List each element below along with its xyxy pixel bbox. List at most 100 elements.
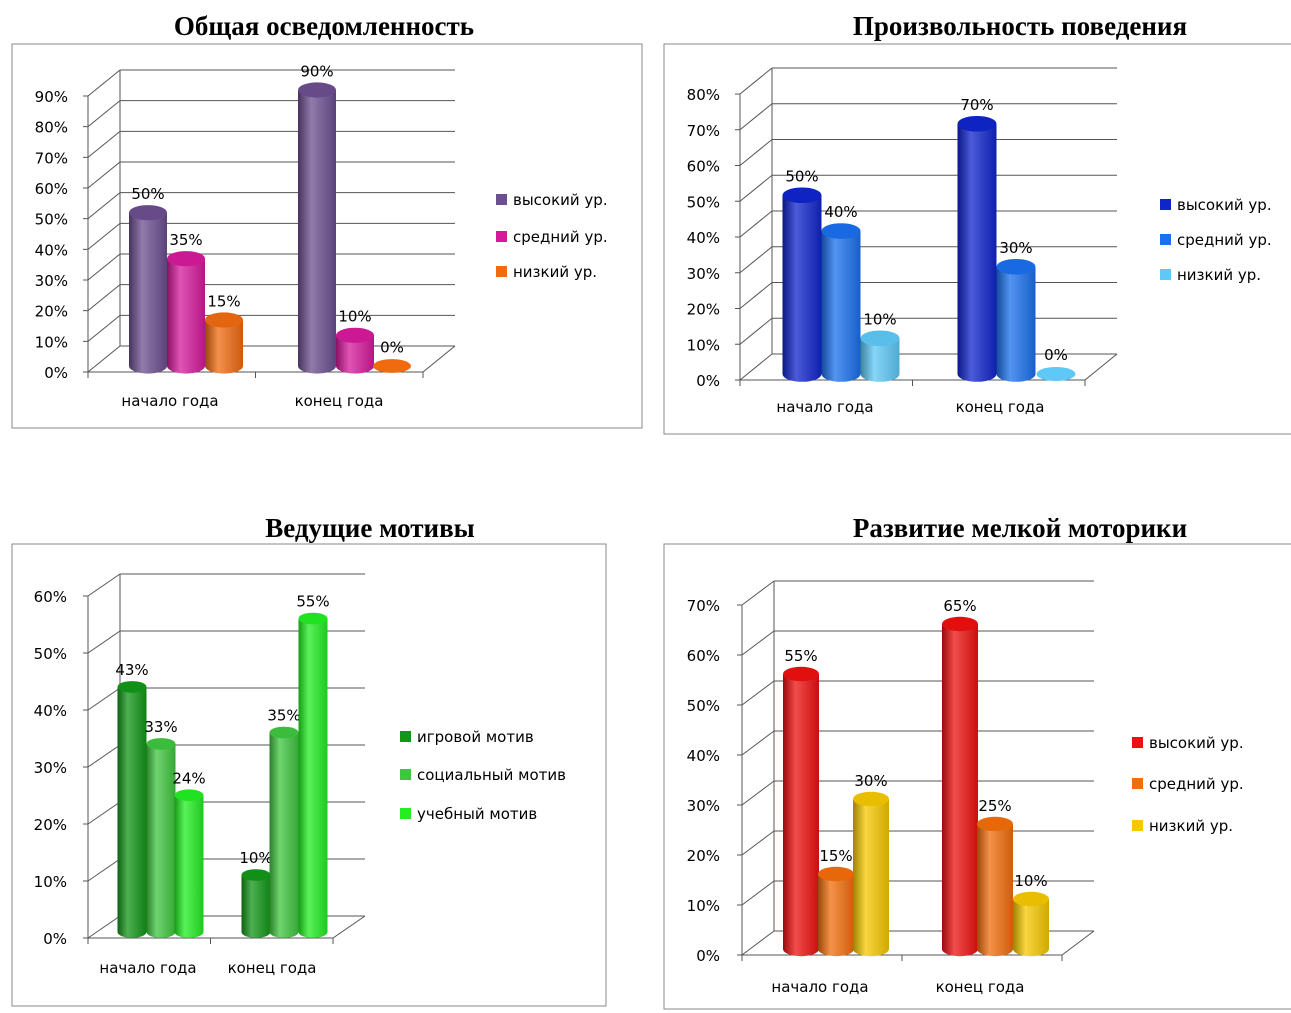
bar-top — [977, 816, 1013, 832]
side-grid-line — [739, 174, 773, 202]
bar-body — [818, 874, 854, 957]
y-tick-label: 60% — [687, 647, 720, 665]
side-grid-line — [739, 353, 773, 381]
legend-swatch — [496, 194, 507, 205]
y-tick-label: 30% — [34, 759, 67, 777]
side-grid-line — [87, 687, 121, 711]
legend-label: низкий ур. — [1177, 266, 1261, 284]
bar-body — [942, 624, 978, 957]
side-grid-line — [87, 284, 121, 312]
x-tick-label: конец года — [295, 392, 384, 410]
legend-label: средний ур. — [513, 228, 608, 246]
bar-0-1 — [167, 251, 205, 374]
bar-1-2 — [298, 612, 328, 938]
bar-body — [205, 320, 243, 374]
data-label: 65% — [943, 597, 976, 615]
legend-label: низкий ур. — [1149, 817, 1233, 835]
chart-title-general-awareness: Общая осведомленность — [173, 11, 475, 41]
y-tick-label: 20% — [687, 301, 720, 319]
y-tick-label: 10% — [687, 336, 720, 354]
x-axis — [87, 345, 456, 378]
data-label: 43% — [115, 661, 148, 679]
bar-body — [957, 123, 997, 382]
side-grid-line — [741, 780, 775, 806]
bar-top — [117, 681, 147, 693]
bar-top — [1013, 891, 1049, 907]
bar-1-2 — [1036, 366, 1076, 382]
chart-title-fine-motor: Развитие мелкой моторики — [852, 513, 1188, 543]
x-tick-label: начало года — [121, 392, 218, 410]
bar-body — [860, 338, 900, 382]
y-tick-label: 50% — [687, 697, 720, 715]
y-tick-label: 80% — [35, 119, 68, 137]
data-label: 15% — [819, 847, 852, 865]
bar-top — [205, 312, 243, 328]
side-grid-line — [741, 730, 775, 756]
y-tick-label: 20% — [35, 303, 68, 321]
bar-body — [167, 258, 205, 374]
side-grid-line — [741, 880, 775, 906]
legend-label: высокий ур. — [1149, 734, 1244, 752]
data-label: 10% — [239, 849, 272, 867]
bar-1-0 — [298, 82, 336, 374]
bar-1-0 — [957, 115, 997, 382]
bar-1-1 — [977, 816, 1013, 957]
y-tick-label: 50% — [687, 193, 720, 211]
bar-body — [129, 212, 167, 374]
bar-top — [782, 187, 822, 204]
bar-1-1 — [269, 726, 299, 938]
side-grid-line — [741, 930, 775, 956]
bar-flat — [1036, 366, 1076, 382]
y-tick-label: 0% — [43, 930, 67, 948]
data-label: 10% — [338, 308, 371, 326]
side-grid-line — [87, 253, 121, 281]
bar-1-0 — [241, 869, 271, 938]
side-grid-line — [87, 161, 121, 189]
side-grid-line — [87, 858, 121, 882]
bar-top — [821, 223, 861, 239]
side-grid-line — [739, 317, 773, 345]
y-tick-label: 10% — [34, 873, 67, 891]
bar-0-1 — [818, 866, 854, 957]
bar-1-1 — [996, 258, 1036, 382]
bar-top — [241, 869, 271, 881]
bar-top — [853, 791, 889, 807]
bar-body — [241, 875, 271, 938]
data-label: 70% — [960, 96, 993, 114]
y-tick-label: 40% — [687, 747, 720, 765]
bar-0-0 — [129, 205, 167, 374]
legend-swatch — [1132, 778, 1143, 789]
side-grid-line — [739, 210, 773, 238]
y-tick-label: 20% — [687, 847, 720, 865]
y-tick-label: 70% — [35, 149, 68, 167]
y-tick-label: 10% — [687, 897, 720, 915]
y-tick-label: 0% — [696, 947, 720, 965]
side-grid-line — [739, 139, 773, 166]
legend-label: низкий ур. — [513, 263, 597, 281]
bar-top — [783, 666, 819, 682]
side-grid-line — [739, 103, 773, 131]
legend-swatch — [1132, 820, 1143, 831]
legend-swatch — [400, 808, 411, 819]
y-tick-label: 0% — [696, 372, 720, 390]
bar-top — [860, 330, 900, 347]
chart-title-leading-motives: Ведущие мотивы — [265, 513, 475, 543]
bar-0-1 — [146, 738, 176, 938]
x-tick-label: начало года — [99, 959, 196, 977]
bar-body — [174, 795, 204, 938]
x-axis — [87, 915, 366, 944]
bar-body — [269, 732, 299, 938]
data-label: 50% — [785, 167, 818, 185]
data-label: 0% — [380, 338, 404, 356]
bar-body — [336, 335, 374, 374]
bar-0-2 — [853, 791, 889, 957]
legend-label: игровой мотив — [417, 728, 534, 746]
x-tick-label: конец года — [228, 959, 317, 977]
data-label: 55% — [784, 647, 817, 665]
data-label: 30% — [854, 772, 887, 790]
bar-0-2 — [860, 330, 900, 382]
bar-1-0 — [942, 616, 978, 957]
side-grid-line — [87, 314, 121, 342]
